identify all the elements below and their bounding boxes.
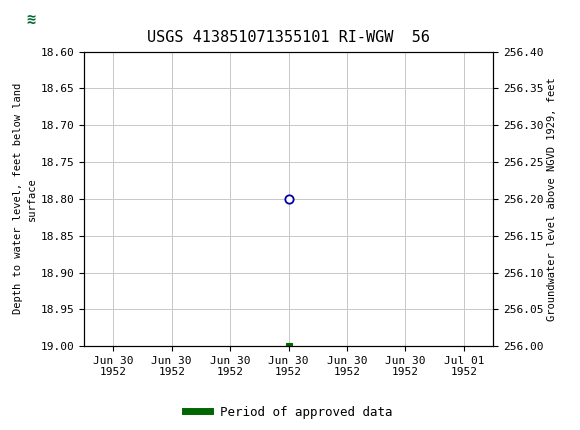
Text: USGS: USGS bbox=[67, 12, 110, 29]
Text: ≋: ≋ bbox=[26, 12, 35, 27]
Y-axis label: Groundwater level above NGVD 1929, feet: Groundwater level above NGVD 1929, feet bbox=[548, 77, 557, 321]
FancyBboxPatch shape bbox=[5, 3, 57, 37]
Title: USGS 413851071355101 RI-WGW  56: USGS 413851071355101 RI-WGW 56 bbox=[147, 30, 430, 45]
Y-axis label: Depth to water level, feet below land
surface: Depth to water level, feet below land su… bbox=[13, 83, 37, 314]
Legend: Period of approved data: Period of approved data bbox=[180, 401, 397, 424]
